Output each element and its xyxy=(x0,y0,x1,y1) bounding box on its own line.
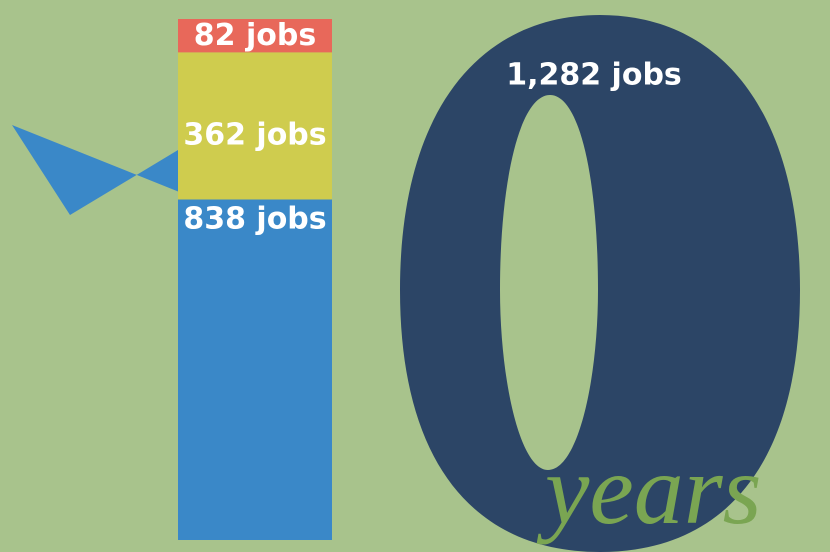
segment-label: 362 jobs xyxy=(183,117,326,152)
segment-label: 82 jobs xyxy=(194,18,316,53)
total-label: 1,282 jobs xyxy=(506,58,682,93)
segment xyxy=(178,19,332,53)
segment xyxy=(12,125,332,540)
segment-label: 838 jobs xyxy=(183,202,326,237)
segment xyxy=(178,52,332,200)
total-zero xyxy=(400,15,800,552)
caption: years xyxy=(536,434,762,545)
